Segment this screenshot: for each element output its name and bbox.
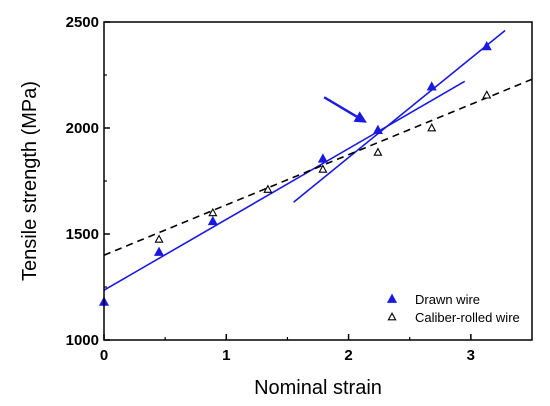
- annotation-arrow: [323, 96, 367, 123]
- x-tick-label: 0: [100, 347, 108, 364]
- drawn-wire-point: [372, 124, 383, 134]
- x-tick-label: 1: [222, 347, 230, 364]
- legend-label: Caliber-rolled wire: [415, 310, 520, 325]
- caliber-rolled-point: [427, 123, 437, 132]
- caliber-rolled-point: [373, 147, 383, 156]
- legend-caliber-rolled-wire: Caliber-rolled wire: [387, 310, 520, 325]
- legend-marker: [386, 293, 398, 303]
- x-axis-title: Nominal strain: [254, 377, 382, 399]
- x-tick-label: 2: [344, 347, 352, 364]
- fit-line: [104, 80, 466, 291]
- y-tick-label: 1000: [66, 332, 99, 349]
- y-tick-label: 2500: [66, 14, 99, 31]
- y-tick-label: 1500: [66, 226, 99, 243]
- caliber-rolled-point: [208, 207, 218, 217]
- caliber-rolled-point: [318, 164, 328, 173]
- caliber-rolled-point: [263, 184, 273, 193]
- drawn-wire-point: [317, 153, 328, 163]
- caliber-rolled-point: [482, 90, 492, 99]
- drawn-wire-point: [153, 246, 165, 256]
- drawn-wire-point: [426, 81, 437, 91]
- fit-line: [104, 78, 532, 256]
- y-tick-label: 2000: [66, 120, 99, 137]
- drawn-wire-point: [207, 215, 218, 226]
- legend-marker: [387, 312, 397, 321]
- legend-label: Drawn wire: [415, 292, 480, 307]
- caliber-rolled-point: [154, 234, 164, 243]
- drawn-wire-point: [481, 40, 492, 51]
- x-tick-label: 3: [467, 347, 475, 364]
- legend: Drawn wire Caliber-rolled wire: [386, 292, 520, 325]
- y-axis-title: Tensile strength (MPa): [19, 81, 41, 281]
- fit-line: [293, 29, 506, 203]
- legend-drawn-wire: Drawn wire: [386, 292, 480, 307]
